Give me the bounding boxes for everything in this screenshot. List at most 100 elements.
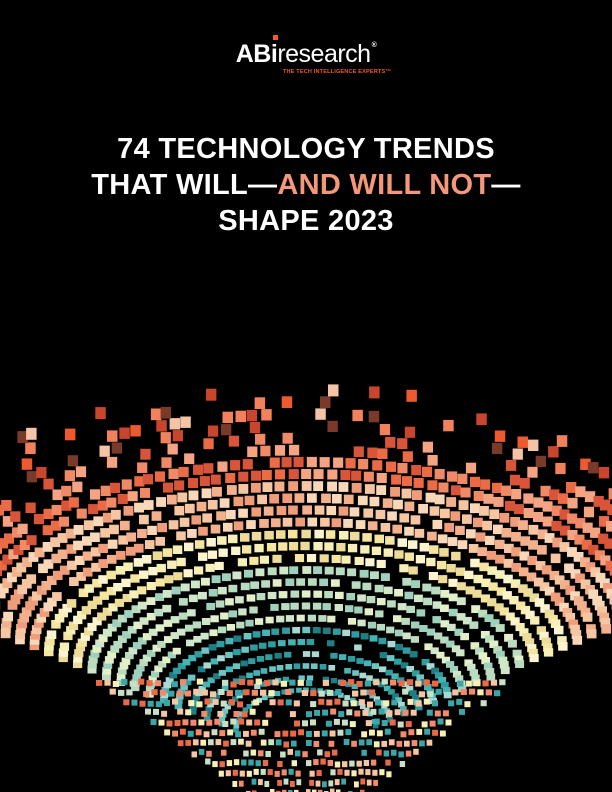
funnel-tile [184, 503, 195, 514]
funnel-tile [446, 564, 456, 573]
funnel-tile [365, 558, 375, 567]
funnel-tile [480, 479, 491, 490]
funnel-tile [527, 466, 538, 478]
funnel-tile [112, 619, 122, 628]
funnel-tile [385, 669, 393, 676]
funnel-tile [34, 618, 44, 628]
funnel-tile [282, 517, 293, 527]
funnel-tile [236, 715, 243, 721]
funnel-tile [464, 570, 474, 580]
funnel-tile [162, 590, 172, 598]
funnel-tile [280, 680, 288, 687]
funnel-tile [434, 710, 441, 717]
funnel-tile [342, 700, 349, 707]
funnel-tile [375, 509, 386, 520]
funnel-tile [218, 626, 227, 634]
funnel-tile [302, 626, 311, 634]
funnel-tile [535, 561, 546, 571]
funnel-tile [318, 789, 323, 792]
funnel-tile [599, 499, 611, 511]
funnel-tile [319, 664, 327, 670]
funnel-tile [196, 701, 203, 708]
funnel-tile [136, 664, 145, 672]
funnel-tile [198, 748, 205, 755]
funnel-tile [503, 558, 514, 568]
funnel-tile [254, 543, 264, 553]
funnel-tile [394, 629, 404, 637]
funnel-tile [334, 698, 341, 705]
funnel-tile [288, 639, 296, 646]
funnel-tile [267, 769, 273, 776]
funnel-tile [507, 639, 517, 648]
funnel-tile [58, 648, 69, 657]
funnel-tile [327, 420, 338, 432]
funnel-tile [151, 689, 158, 696]
funnel-tile [352, 409, 363, 422]
funnel-tile [218, 548, 228, 557]
funnel-tile [380, 523, 391, 532]
funnel-tile [401, 617, 410, 625]
funnel-tile [392, 693, 399, 699]
funnel-tile [373, 696, 380, 702]
funnel-tile [360, 545, 370, 554]
funnel-tile [456, 649, 465, 657]
funnel-tile [480, 700, 487, 707]
funnel-tile [77, 638, 87, 647]
funnel-tile [155, 593, 165, 601]
funnel-tile [99, 445, 110, 457]
funnel-tile [164, 575, 174, 584]
funnel-tile [121, 578, 131, 588]
funnel-tile [310, 719, 316, 726]
funnel-tile [147, 700, 154, 707]
funnel-tile [223, 522, 233, 532]
funnel-tile [557, 493, 568, 504]
funnel-tile [385, 536, 395, 545]
funnel-tile [217, 461, 228, 472]
funnel-tile [549, 570, 560, 581]
funnel-tile [100, 485, 111, 496]
funnel-tile [495, 624, 505, 632]
funnel-tile [232, 781, 238, 787]
funnel-tile [427, 455, 438, 466]
funnel-tile [191, 515, 202, 525]
funnel-tile [605, 560, 612, 571]
funnel-tile [544, 533, 555, 543]
funnel-tile [456, 613, 466, 621]
funnel-tile [324, 591, 333, 599]
funnel-tile [398, 680, 405, 687]
funnel-tile [415, 555, 426, 564]
funnel-tile [451, 485, 462, 496]
funnel-tile [584, 491, 596, 503]
funnel-tile [236, 621, 245, 629]
funnel-tile [352, 670, 359, 676]
funnel-tile [98, 634, 108, 643]
funnel-tile [250, 482, 261, 493]
funnel-tile [145, 708, 151, 715]
funnel-tile [151, 511, 162, 521]
funnel-tile [336, 543, 346, 552]
funnel-tile [429, 720, 436, 727]
funnel-tile [441, 656, 450, 664]
funnel-tile [541, 637, 551, 646]
funnel-tile [288, 469, 299, 480]
funnel-tile [585, 562, 596, 572]
funnel-tile [142, 633, 152, 641]
funnel-tile [226, 624, 235, 631]
funnel-tile [419, 542, 430, 552]
funnel-tile [313, 481, 324, 491]
funnel-tile [586, 629, 597, 639]
funnel-tile [423, 597, 432, 606]
funnel-tile [217, 536, 227, 545]
funnel-tile [172, 647, 181, 655]
funnel-tile [475, 647, 484, 655]
funnel-tile [312, 602, 322, 610]
funnel-tile [44, 641, 54, 651]
funnel-tile [131, 699, 138, 706]
funnel-tile [126, 689, 133, 696]
funnel-tile [210, 474, 221, 485]
funnel-tile [233, 711, 240, 717]
funnel-tile [228, 534, 238, 544]
funnel-tile [309, 770, 315, 777]
funnel-tile [406, 389, 417, 402]
funnel-tile [65, 528, 76, 539]
